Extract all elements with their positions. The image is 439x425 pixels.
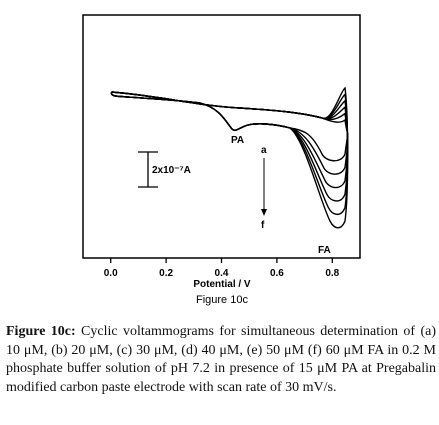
concentration-arrow [261,158,267,216]
x-tick-label: 0.6 [270,268,284,279]
arrow-start-label: a [261,145,267,156]
voltammogram-curve-f [110,86,349,229]
current-scale-bar [138,151,158,188]
caption-text: Cyclic voltammograms for simultaneous de… [6,324,436,395]
figure-label: Figure 10c [196,294,248,306]
plot-frame [82,14,361,259]
figure-caption: Figure 10c: Cyclic voltammograms for sim… [6,323,436,397]
x-tick-label: 0.0 [104,268,118,279]
x-axis-title: Potential / V [193,279,251,290]
curves-group [110,86,349,229]
x-tick-label: 0.4 [215,268,229,279]
x-tick-label: 0.2 [159,268,173,279]
x-axis: 0.0 0.2 0.4 0.6 0.8 [104,258,340,279]
arrow-end-label: f [261,220,265,231]
scale-bar-label: 2x10⁻⁷A [152,165,191,176]
x-tick-label: 0.8 [325,268,339,279]
caption-title: Figure 10c: [6,324,76,339]
pa-peak-label: PA [231,135,244,146]
fa-peak-label: FA [318,245,331,256]
